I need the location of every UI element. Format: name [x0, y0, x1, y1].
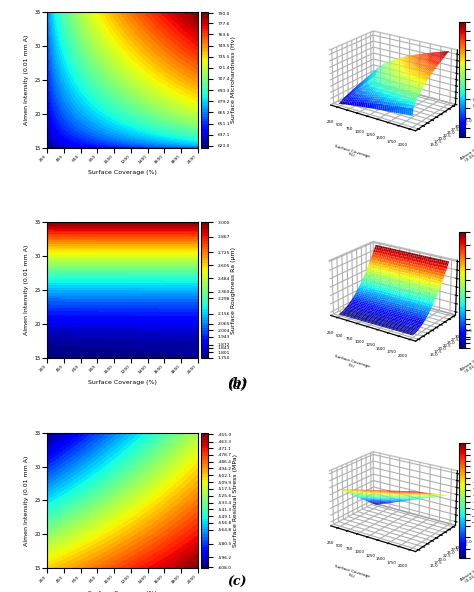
Y-axis label: Surface Roughness Ra (μm): Surface Roughness Ra (μm) — [231, 247, 237, 333]
Text: (b): (b) — [227, 377, 247, 390]
X-axis label: Surface Coverage
(%): Surface Coverage (%) — [333, 144, 371, 163]
X-axis label: Surface Coverage (%): Surface Coverage (%) — [88, 170, 157, 175]
Y-axis label: Almen Intensity (0.01 mm A): Almen Intensity (0.01 mm A) — [24, 245, 29, 335]
Y-axis label: Almen Intensity
(0.01 mm A): Almen Intensity (0.01 mm A) — [459, 350, 474, 375]
X-axis label: Surface Coverage (%): Surface Coverage (%) — [88, 380, 157, 385]
Y-axis label: Almen Intensity
(0.01 mm A): Almen Intensity (0.01 mm A) — [459, 140, 474, 165]
X-axis label: Surface Coverage (%): Surface Coverage (%) — [88, 591, 157, 592]
X-axis label: Surface Coverage
(%): Surface Coverage (%) — [333, 354, 371, 373]
Y-axis label: Almen Intensity
(0.01 mm A): Almen Intensity (0.01 mm A) — [459, 561, 474, 586]
Y-axis label: Surface Microhardness (Hv): Surface Microhardness (Hv) — [231, 36, 237, 123]
Y-axis label: Almen Intensity (0.01 mm A): Almen Intensity (0.01 mm A) — [24, 455, 29, 546]
Text: (c): (c) — [228, 576, 246, 589]
Y-axis label: Almen Intensity (0.01 mm A): Almen Intensity (0.01 mm A) — [24, 34, 29, 125]
Y-axis label: Surface Residual Stress (MPa): Surface Residual Stress (MPa) — [233, 454, 238, 547]
Text: (a): (a) — [227, 380, 247, 393]
X-axis label: Surface Coverage
(%): Surface Coverage (%) — [333, 564, 371, 583]
